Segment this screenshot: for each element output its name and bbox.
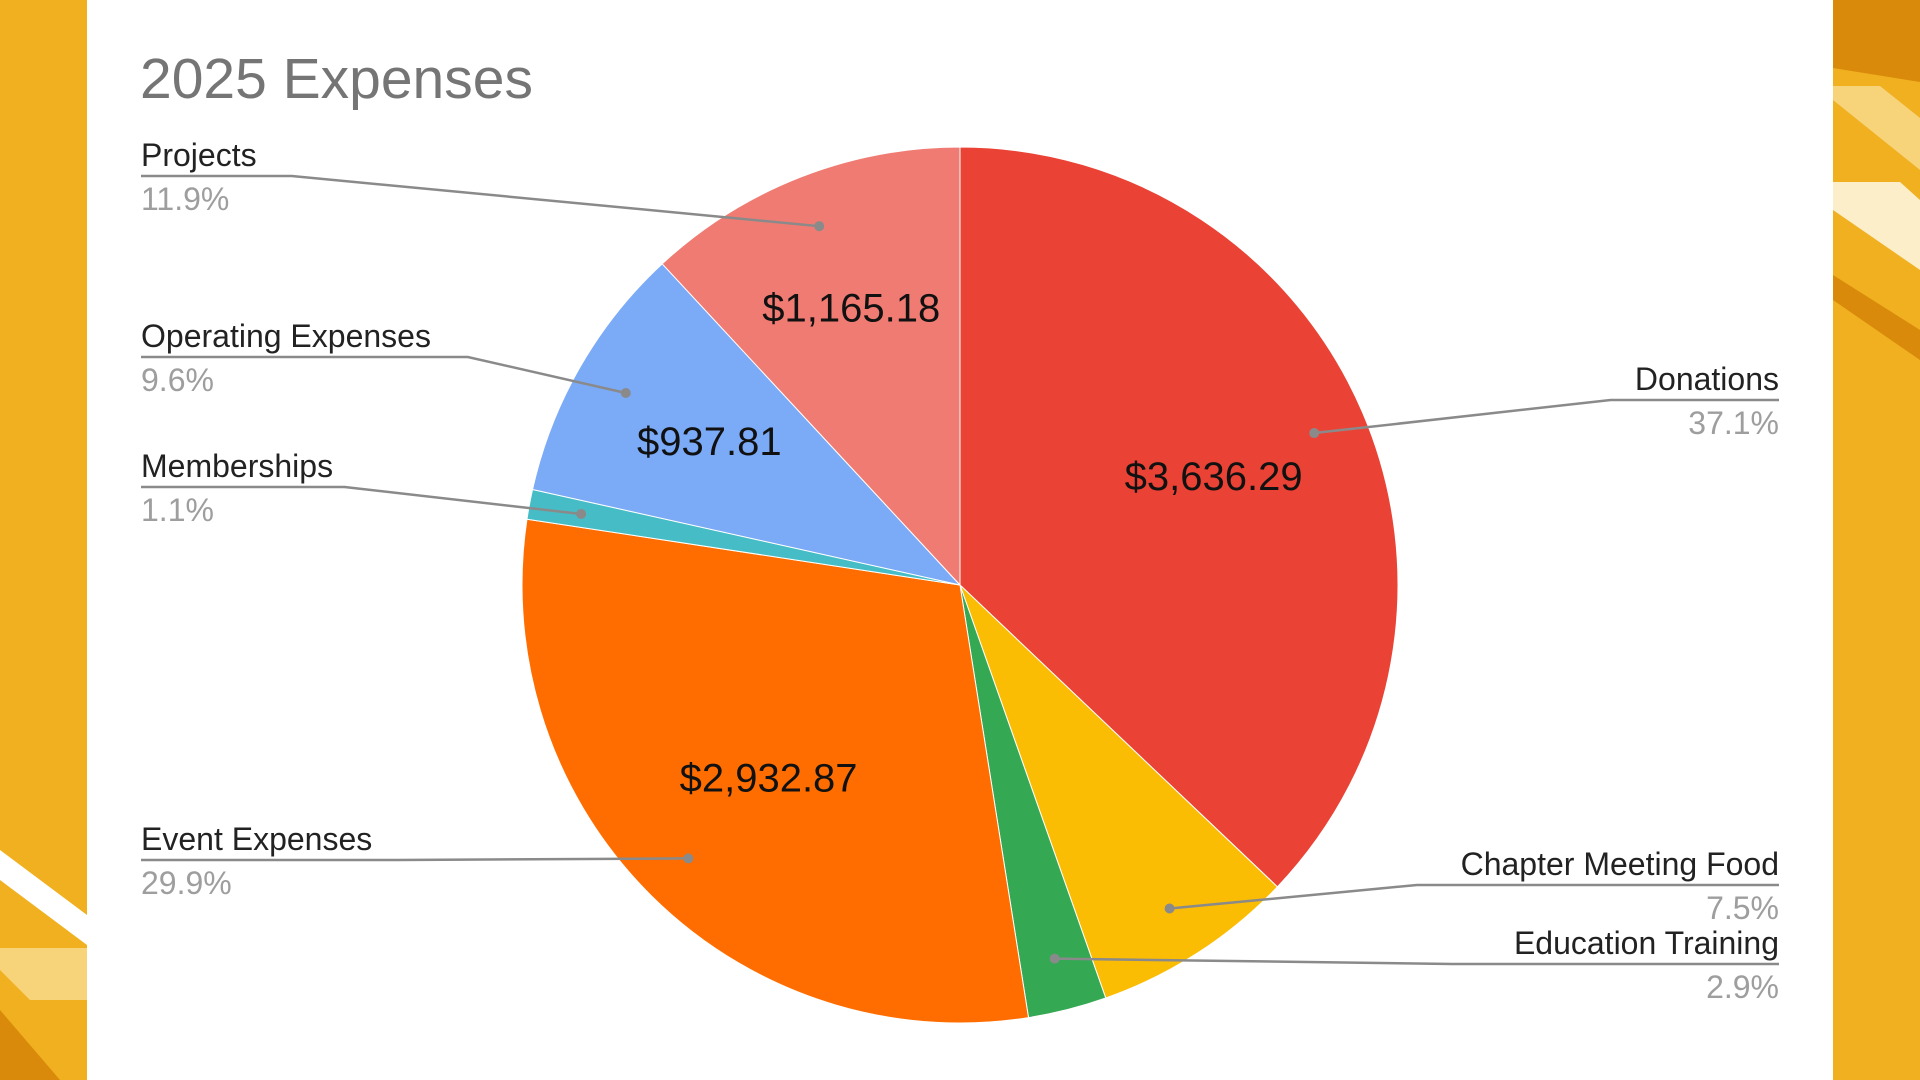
stripe-cream-top-right [1833, 182, 1920, 270]
legend-label-chapter-meeting-food: Chapter Meeting Food [1461, 846, 1779, 882]
pie-slice-operating-expenses [531, 263, 962, 586]
leader-line-donations [1314, 398, 1779, 435]
leader-dot-education-training [1049, 953, 1060, 964]
leader-chapter-meeting-food [1164, 883, 1779, 914]
stripe-white-left [0, 850, 87, 945]
value-label-donations: $3,636.29 [1125, 455, 1303, 499]
value-label-projects: $1,165.18 [762, 287, 940, 331]
leader-projects [141, 174, 825, 232]
leader-dot-memberships [576, 508, 587, 519]
leader-dot-operating-expenses [620, 387, 631, 398]
pie-slice-chapter-meeting-food [959, 584, 1279, 999]
pie-legend-labels: Donations 37.1% Chapter Meeting Food 7.5%Ed… [141, 137, 1779, 1005]
leader-line-memberships [141, 485, 582, 516]
leader-line-operating-expenses [141, 355, 627, 395]
leader-education-training [1049, 953, 1779, 966]
legend-percent-chapter-meeting-food: 7.5% [1706, 890, 1779, 926]
legend-percent-event-expenses: 29.9% [141, 865, 232, 901]
leader-line-event-expenses [141, 857, 689, 862]
pie-slices [521, 146, 1399, 1024]
leader-line-chapter-meeting-food [1169, 883, 1779, 910]
legend-percent-education-training: 2.9% [1706, 969, 1779, 1005]
legend-label-projects: Projects [141, 137, 257, 173]
pie-slice-donations [959, 146, 1399, 888]
leader-dot-event-expenses [683, 853, 694, 864]
legend-percent-donations: 37.1% [1688, 405, 1779, 441]
legend-label-education-training: Education Training [1514, 925, 1779, 961]
legend-label-memberships: Memberships [141, 448, 333, 484]
stripe-light-left [0, 948, 87, 1000]
stripe-dark-mid-right [1833, 275, 1920, 360]
legend-percent-operating-expenses: 9.6% [141, 362, 214, 398]
value-label-event-expenses: $2,932.87 [680, 757, 858, 801]
stripe-light-top-right [1833, 86, 1920, 170]
legend-label-operating-expenses: Operating Expenses [141, 318, 431, 354]
leader-operating-expenses [141, 355, 631, 398]
legend-percent-memberships: 1.1% [141, 492, 214, 528]
legend-label-event-expenses: Event Expenses [141, 821, 372, 857]
pie-chart: $3,636.29$2,932.87$937.81$1,165.18Donati… [141, 137, 1779, 1024]
pie-slice-event-expenses [521, 518, 1030, 1024]
stripe-dark-left [0, 1010, 60, 1080]
chart-panel: 2025 Expenses $3,636.29 $2,932.87 $937.81 $… [87, 0, 1833, 1080]
pie-slice-projects [661, 146, 961, 587]
legend-label-donations: Donations [1635, 361, 1779, 397]
leader-event-expenses [141, 853, 694, 864]
leader-line-education-training [1054, 957, 1779, 966]
stripe-dark-top-right [1833, 0, 1920, 82]
leader-memberships [141, 485, 587, 519]
leader-donations [1309, 398, 1779, 439]
value-label-operating-expenses: $937.81 [637, 420, 782, 464]
leader-dot-projects [814, 221, 825, 232]
pie-value-labels: $3,636.29 $2,932.87 $937.81 $1,165.18 [637, 287, 1303, 801]
legend-percent-projects: 11.9% [141, 181, 229, 217]
chart-title: 2025 Expenses [140, 47, 533, 111]
leader-dot-donations [1309, 428, 1320, 439]
leader-line-projects [141, 174, 820, 228]
leader-dot-chapter-meeting-food [1164, 903, 1175, 914]
